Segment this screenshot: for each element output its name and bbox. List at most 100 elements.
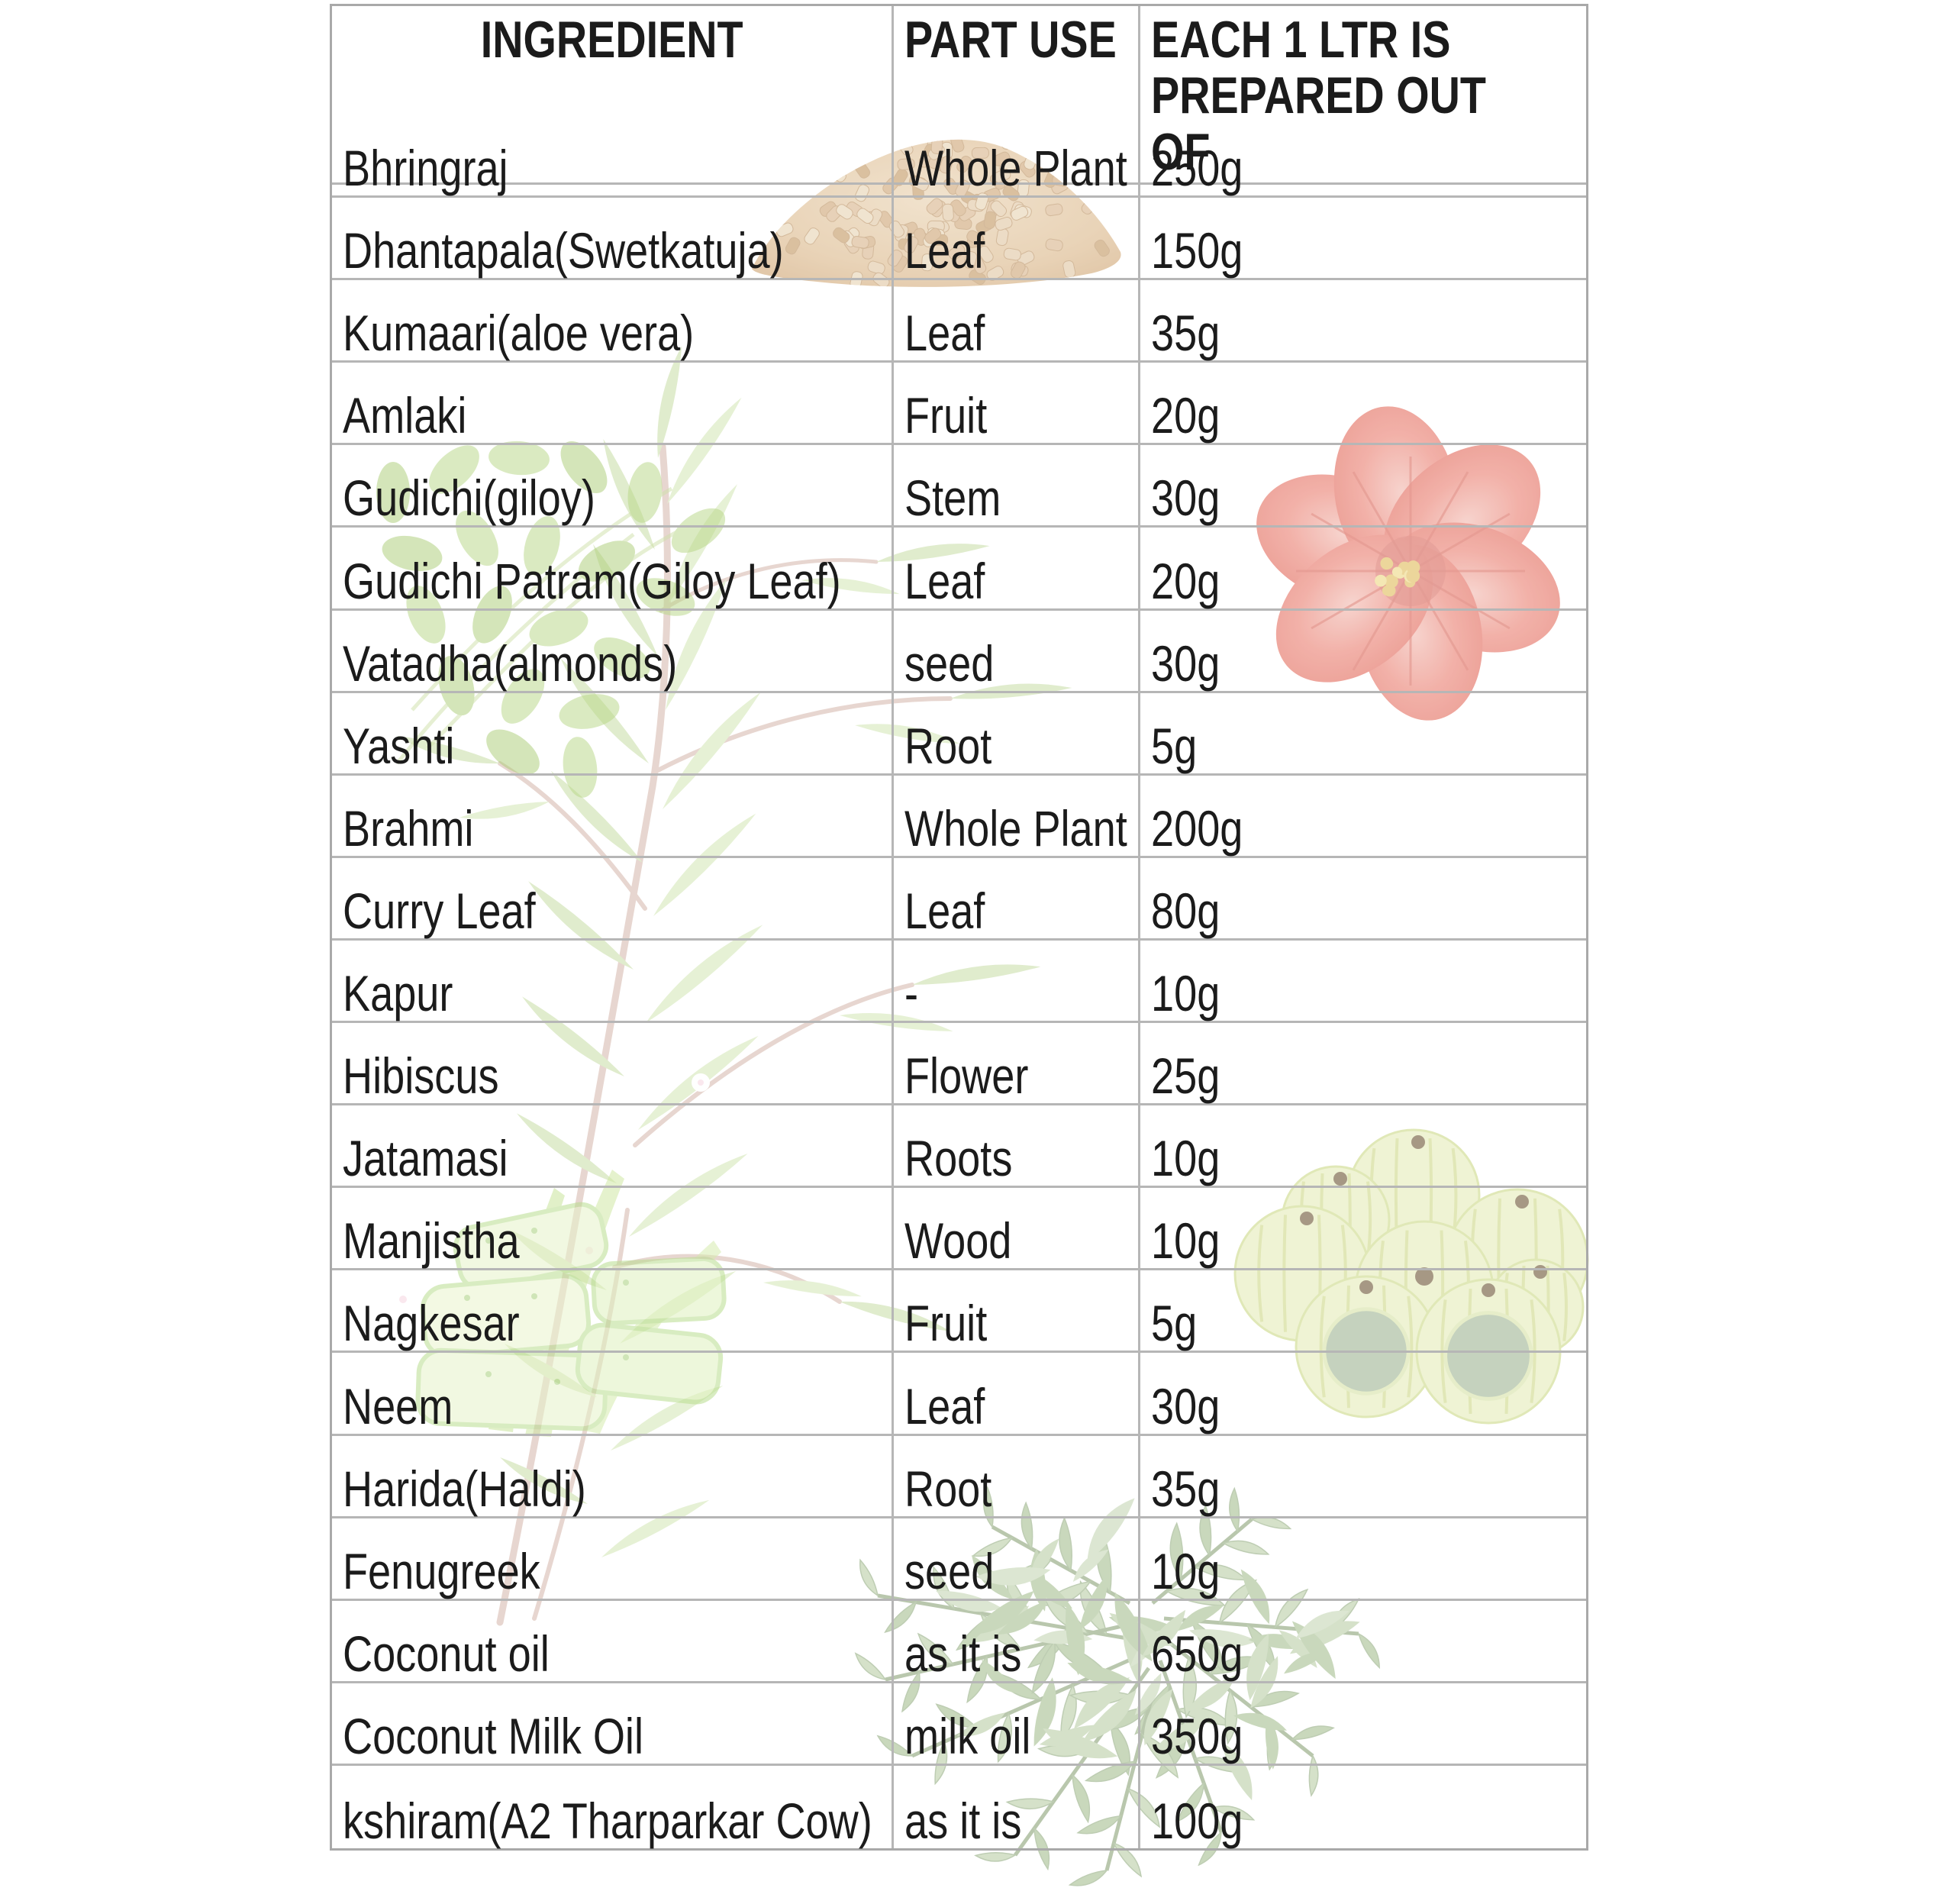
- part-use-cell: Root: [894, 1435, 1140, 1518]
- part-use-cell: Stem: [894, 445, 1140, 528]
- part-use-cell: Fruit: [894, 1270, 1140, 1354]
- part-use-cell: Root: [894, 692, 1140, 776]
- ingredient-cell: Kumaari(aloe vera): [332, 280, 894, 363]
- ingredient-cell: Coconut oil: [332, 1600, 894, 1683]
- header-quantity: EACH 1 LTR IS PREPARED OUT OF: [1140, 6, 1586, 186]
- quantity-cell: 80g: [1140, 858, 1586, 941]
- part-use-cell: as it is: [894, 1765, 1140, 1848]
- quantity-cell: 30g: [1140, 1353, 1586, 1436]
- quantity-cell: 35g: [1140, 1436, 1586, 1518]
- part-use-cell: Whole Plant: [894, 775, 1140, 858]
- ingredient-cell: Curry Leaf: [332, 857, 894, 941]
- table-row: Coconut Milk Oil milk oil 350g: [332, 1683, 1586, 1766]
- aloe-vera-icon: [415, 1170, 727, 1437]
- quantity-cell: 20g: [1140, 363, 1586, 446]
- table-row: Fenugreek seed 10g: [332, 1518, 1586, 1601]
- part-use-cell: milk oil: [894, 1683, 1140, 1766]
- table-row: Nagkesar Fruit 5g: [332, 1270, 1586, 1354]
- part-use-cell: Leaf: [894, 857, 1140, 941]
- ingredient-cell: kshiram(A2 Tharparkar Cow): [332, 1765, 894, 1848]
- header-part-use-label: PART USE: [904, 11, 1117, 69]
- ingredient-cell: Nagkesar: [332, 1270, 894, 1354]
- quantity-cell: 35g: [1140, 280, 1586, 363]
- part-use-cell: Whole Plant: [894, 115, 1140, 198]
- quantity-cell: 30g: [1140, 445, 1586, 528]
- ingredient-cell: Yashti: [332, 692, 894, 776]
- part-use-cell: Flower: [894, 1023, 1140, 1106]
- table-body: Bhringraj Whole Plant 250g Dhantapala(Sw…: [332, 115, 1586, 1848]
- table-row: kshiram(A2 Tharparkar Cow) as it is 100g: [332, 1765, 1586, 1849]
- hibiscus-flower-icon: [1256, 406, 1560, 721]
- table-row: Yashti Root 5g: [332, 692, 1586, 776]
- table-row: Dhantapala(Swetkatuja) Leaf 150g: [332, 198, 1586, 281]
- ingredient-cell: Neem: [332, 1353, 894, 1436]
- quantity-cell: 10g: [1140, 1188, 1586, 1271]
- table-row: Manjistha Wood 10g: [332, 1188, 1586, 1271]
- ingredient-cell: Kapur: [332, 940, 894, 1024]
- ingredient-cell: Coconut Milk Oil: [332, 1683, 894, 1766]
- brahmi-sprig-icon: [376, 441, 726, 798]
- quantity-cell: 5g: [1140, 693, 1586, 776]
- ingredient-cell: Fenugreek: [332, 1518, 894, 1601]
- table-row: Brahmi Whole Plant 200g: [332, 775, 1586, 858]
- part-use-cell: Wood: [894, 1188, 1140, 1271]
- part-use-cell: Leaf: [894, 280, 1140, 363]
- ingredient-cell: Harida(Haldi): [332, 1435, 894, 1518]
- table-row: Amlaki Fruit 20g: [332, 363, 1586, 446]
- quantity-cell: 200g: [1140, 776, 1586, 858]
- table-row: Coconut oil as it is 650g: [332, 1600, 1586, 1683]
- quantity-cell: 10g: [1140, 1518, 1586, 1601]
- ingredient-cell: Jatamasi: [332, 1105, 894, 1189]
- fenugreek-seeds-icon: [752, 139, 1121, 287]
- header-part-use: PART USE: [894, 6, 1140, 186]
- quantity-cell: 150g: [1140, 198, 1586, 281]
- quantity-cell: 250g: [1140, 115, 1586, 198]
- part-use-cell: Fruit: [894, 363, 1140, 446]
- ingredient-cell: Dhantapala(Swetkatuja): [332, 198, 894, 281]
- quantity-cell: 10g: [1140, 941, 1586, 1024]
- table-row: Kapur - 10g: [332, 940, 1586, 1024]
- table-row: Curry Leaf Leaf 80g: [332, 857, 1586, 941]
- table-row: Jatamasi Roots 10g: [332, 1105, 1586, 1189]
- ingredient-cell: Manjistha: [332, 1188, 894, 1271]
- quantity-cell: 100g: [1151, 1792, 1243, 1849]
- table-row: Gudichi Patram(Giloy Leaf) Leaf 20g: [332, 528, 1586, 611]
- table-row: Hibiscus Flower 25g: [332, 1023, 1586, 1106]
- quantity-cell: 30g: [1140, 611, 1586, 693]
- part-use-cell: Leaf: [894, 528, 1140, 611]
- table-row: Harida(Haldi) Root 35g: [332, 1435, 1586, 1518]
- quantity-cell: 5g: [1140, 1270, 1586, 1354]
- header-quantity-label: EACH 1 LTR IS PREPARED OUT OF: [1151, 11, 1486, 181]
- ingredient-cell: Vatadha(almonds): [332, 610, 894, 693]
- ingredient-cell: Hibiscus: [332, 1023, 894, 1106]
- ingredient-cell: Brahmi: [332, 775, 894, 858]
- ingredient-cell: Gudichi(giloy): [332, 445, 894, 528]
- quantity-cell: 25g: [1140, 1023, 1586, 1106]
- ingredient-cell: Gudichi Patram(Giloy Leaf): [332, 528, 894, 611]
- table-row: Vatadha(almonds) seed 30g: [332, 610, 1586, 693]
- header-ingredient-label: INGREDIENT: [480, 11, 743, 69]
- ingredient-cell: Bhringraj: [332, 115, 894, 198]
- quantity-cell: 10g: [1140, 1105, 1586, 1189]
- ingredients-table: INGREDIENT PART USE EACH 1 LTR IS PREPAR…: [330, 4, 1588, 1851]
- table-row: Kumaari(aloe vera) Leaf 35g: [332, 280, 1586, 363]
- part-use-cell: Roots: [894, 1105, 1140, 1189]
- part-use-cell: Leaf: [894, 198, 1140, 281]
- curry-leaves-icon: [854, 1486, 1380, 1886]
- part-use-cell: -: [894, 940, 1140, 1024]
- part-use-cell: as it is: [894, 1600, 1140, 1683]
- table-row: Neem Leaf 30g: [332, 1353, 1586, 1436]
- table-header-row: INGREDIENT PART USE EACH 1 LTR IS PREPAR…: [332, 6, 1586, 186]
- ingredient-cell: Amlaki: [332, 363, 894, 446]
- header-ingredient: INGREDIENT: [332, 6, 894, 186]
- quantity-cell: 350g: [1140, 1683, 1586, 1766]
- part-use-cell: seed: [894, 610, 1140, 693]
- quantity-cell: 650g: [1140, 1601, 1586, 1683]
- part-use-cell: seed: [894, 1518, 1140, 1601]
- table-row: Gudichi(giloy) Stem 30g: [332, 445, 1586, 528]
- part-use-cell: Leaf: [894, 1353, 1140, 1436]
- quantity-cell: 20g: [1140, 528, 1586, 611]
- table-row: Bhringraj Whole Plant 250g: [332, 115, 1586, 198]
